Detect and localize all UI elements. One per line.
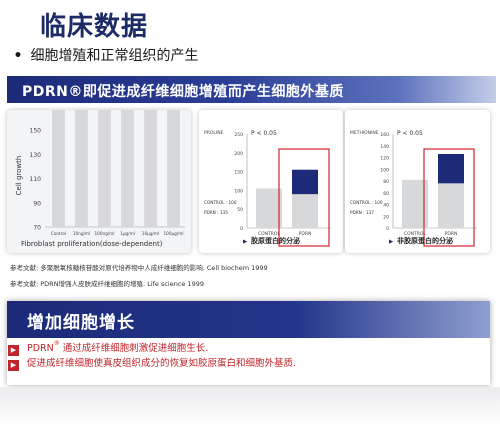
- benefit-1-prefix: PDRN: [27, 343, 54, 354]
- y-axis-label: Cell growth: [15, 156, 23, 196]
- y-tick-label: 130: [30, 152, 42, 159]
- cell-growth-heading: 增加细胞增长: [7, 301, 490, 338]
- caption-arrow-icon: ▶: [389, 239, 394, 245]
- y-tick-label: 80: [383, 179, 389, 185]
- y-tick-label: 0: [240, 226, 243, 232]
- p-value-annotation: P < 0.05: [251, 130, 277, 137]
- x-tick-label: 10μg/ml: [142, 231, 159, 236]
- y-tick-label: 20: [383, 214, 389, 220]
- arrow-marker-icon: ▶: [8, 360, 19, 371]
- proliferation-chart: 70 90 110 130 150 Cell growth Control 10ng/ml 10…: [15, 110, 185, 248]
- x-tick-label: 100ng/ml: [95, 231, 115, 236]
- bar-base: [98, 110, 111, 227]
- p-value-annotation: P < 0.05: [397, 130, 423, 137]
- registered-mark: ®: [53, 340, 60, 347]
- x-tick-label: Control: [51, 231, 66, 236]
- y-tick-label: 110: [30, 176, 42, 183]
- x-tick-label: CONTROL: [258, 231, 280, 237]
- bar-base: [292, 194, 318, 228]
- chart-panel-proline: PROLINE P < 0.05 0 50 100 150 200 250 CONTROL : …: [199, 110, 343, 253]
- y-tick-label: 100: [234, 188, 243, 194]
- bar-increase: [438, 153, 464, 184]
- bullet-text: 细胞增殖和正常组织的产生: [30, 48, 199, 64]
- y-tick-label: 60: [383, 191, 389, 197]
- y-tick-label: 250: [234, 132, 243, 138]
- bar-base: [256, 188, 282, 228]
- bar-base: [438, 183, 464, 228]
- side-label-control: CONTROL : 100: [350, 200, 383, 205]
- chart-caption: 胶原蛋白的分泌: [251, 236, 300, 245]
- side-label-control: CONTROL : 100: [204, 200, 237, 205]
- x-tick-label: PDRN: [299, 231, 312, 237]
- y-tick-label: 40: [383, 203, 389, 209]
- x-tick-label: PDRN: [445, 231, 458, 237]
- y-tick-label: 150: [30, 128, 42, 135]
- page-title: 临床数据: [40, 12, 149, 42]
- y-tick-label: 90: [33, 200, 41, 207]
- y-tick-label: 200: [234, 151, 243, 157]
- benefit-line-1: ▶ PDRN® 通过成纤维细胞刺激促进细胞生长.: [8, 340, 208, 356]
- x-tick-label: 1μg/ml: [120, 231, 135, 236]
- section-banner: PDRN®即促进成纤维细胞增殖而产生细胞外基质: [7, 76, 496, 103]
- chart-panel-proliferation: 70 90 110 130 150 Cell growth Control 10ng/ml 10…: [7, 110, 191, 253]
- x-tick-label: 100μg/ml: [164, 231, 184, 236]
- proline-chart: PROLINE P < 0.05 0 50 100 150 200 250 CONTROL : …: [204, 130, 331, 247]
- chart-caption: 非胶原蛋白的分泌: [397, 236, 453, 245]
- y-tick-label: 50: [237, 207, 243, 213]
- arrow-marker-icon: ▶: [8, 345, 19, 356]
- bar-increase: [292, 169, 318, 195]
- bar-base: [75, 110, 88, 227]
- y-tick-label: 0: [386, 226, 389, 232]
- x-axis-label: Fibroblast proliferation(dose-dependent): [21, 240, 163, 248]
- y-tick-label: 140: [380, 144, 389, 150]
- y-tick-label: 150: [234, 170, 243, 176]
- bullet-item: • 细胞增殖和正常组织的产生: [10, 45, 199, 65]
- highlight-box: [423, 148, 475, 247]
- reference-2: 参考文献: PDRN增强人皮肤成纤维细胞的增殖. Life science 19…: [10, 280, 205, 288]
- y-axis-label: PROLINE: [204, 130, 224, 136]
- cell-growth-box: 增加细胞增长: [7, 301, 490, 385]
- x-tick-label: CONTROL: [404, 231, 426, 237]
- benefit-line-2: ▶ 促进成纤维细胞使真皮组织成分的恢复如胶原蛋白和细胞外基质.: [8, 355, 296, 371]
- y-axis-label: METHIONINE: [350, 130, 379, 136]
- side-label-pdrn: PDRN : 135: [204, 210, 228, 215]
- reference-1: 参考文献: 多聚脱氧核糖核苷酸对原代培养物中人成纤维细胞的影响. Cell bi…: [10, 264, 268, 272]
- bullet-dot: •: [13, 48, 23, 64]
- side-label-pdrn: PDRN : 137: [350, 210, 374, 215]
- methionine-chart: METHIONINE P < 0.05 0 20 40 60 80 100 120 140 160 C…: [350, 130, 477, 247]
- bar-base: [167, 110, 180, 227]
- y-tick-label: 120: [380, 156, 389, 162]
- benefit-1-text: 通过成纤维细胞刺激促进细胞生长.: [59, 343, 209, 354]
- caption-arrow-icon: ▶: [243, 239, 248, 245]
- y-tick-label: 70: [33, 225, 41, 232]
- bar-base: [144, 110, 157, 227]
- chart-panel-methionine: METHIONINE P < 0.05 0 20 40 60 80 100 120 140 160 C…: [345, 110, 490, 253]
- bar-base: [52, 110, 65, 227]
- highlight-box: [278, 148, 330, 247]
- y-tick-label: 100: [380, 167, 389, 173]
- benefit-2-text: 促进成纤维细胞使真皮组织成分的恢复如胶原蛋白和细胞外基质.: [27, 358, 297, 369]
- y-tick-label: 160: [380, 132, 389, 138]
- bottom-shade: [0, 387, 500, 427]
- x-tick-label: 10ng/ml: [73, 231, 90, 236]
- bar-base: [121, 110, 134, 227]
